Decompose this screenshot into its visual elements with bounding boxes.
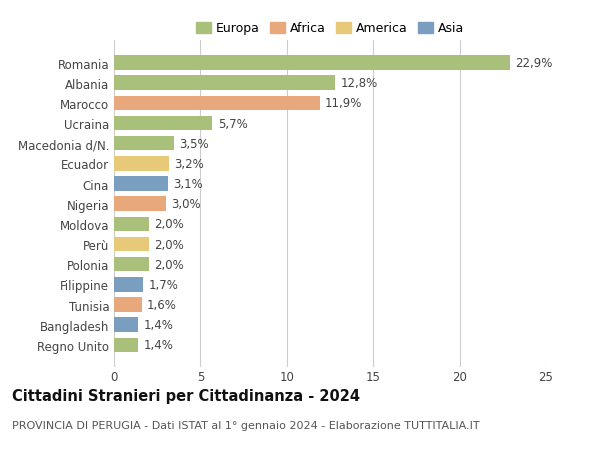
Bar — [114, 217, 149, 232]
Text: 2,0%: 2,0% — [154, 218, 184, 231]
Bar — [114, 177, 167, 191]
Text: 3,2%: 3,2% — [175, 157, 204, 170]
Bar — [114, 197, 166, 212]
Text: 3,0%: 3,0% — [171, 198, 200, 211]
Text: 11,9%: 11,9% — [325, 97, 362, 110]
Bar — [114, 318, 138, 332]
Bar — [114, 76, 335, 91]
Text: 3,5%: 3,5% — [179, 137, 209, 151]
Bar — [114, 297, 142, 312]
Text: PROVINCIA DI PERUGIA - Dati ISTAT al 1° gennaio 2024 - Elaborazione TUTTITALIA.I: PROVINCIA DI PERUGIA - Dati ISTAT al 1° … — [12, 420, 479, 430]
Text: 1,7%: 1,7% — [149, 278, 178, 291]
Text: 1,4%: 1,4% — [143, 339, 173, 352]
Bar — [114, 117, 212, 131]
Bar — [114, 257, 149, 272]
Text: 22,9%: 22,9% — [515, 57, 552, 70]
Text: 1,6%: 1,6% — [147, 298, 177, 311]
Bar — [114, 338, 138, 353]
Text: 2,0%: 2,0% — [154, 238, 184, 251]
Bar — [114, 137, 175, 151]
Text: 3,1%: 3,1% — [173, 178, 203, 190]
Bar — [114, 157, 169, 171]
Bar — [114, 278, 143, 292]
Bar — [114, 56, 510, 71]
Bar — [114, 96, 320, 111]
Bar — [114, 237, 149, 252]
Legend: Europa, Africa, America, Asia: Europa, Africa, America, Asia — [194, 20, 466, 38]
Text: 1,4%: 1,4% — [143, 319, 173, 331]
Text: 12,8%: 12,8% — [340, 77, 377, 90]
Text: 5,7%: 5,7% — [218, 117, 247, 130]
Text: Cittadini Stranieri per Cittadinanza - 2024: Cittadini Stranieri per Cittadinanza - 2… — [12, 388, 360, 403]
Text: 2,0%: 2,0% — [154, 258, 184, 271]
